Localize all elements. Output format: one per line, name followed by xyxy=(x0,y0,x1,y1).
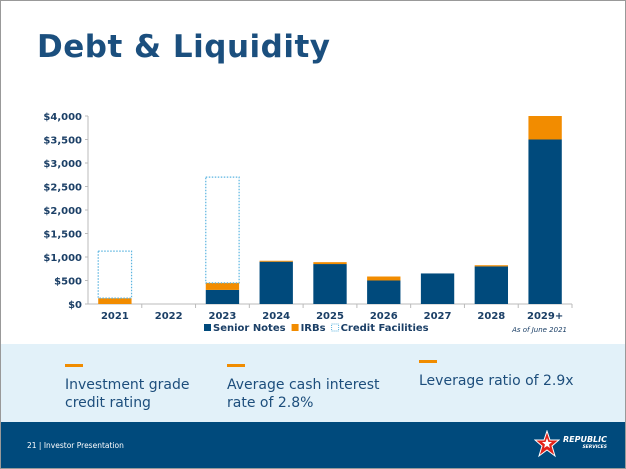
footer-page-label: 21 | Investor Presentation xyxy=(27,441,124,450)
y-tick-label: $500 xyxy=(54,277,82,288)
x-tick-label: 2021 xyxy=(101,311,129,322)
bar-senior-notes xyxy=(420,273,455,304)
bar-irbs xyxy=(528,116,562,140)
bar-senior-notes xyxy=(528,139,562,304)
logo-text: REPUBLIC xyxy=(562,435,607,444)
bar-senior-notes xyxy=(259,261,293,304)
x-tick-label: 2027 xyxy=(424,311,452,322)
page-title: Debt & Liquidity xyxy=(37,29,331,65)
highlight-leverage: Leverage ratio of 2.9x xyxy=(419,373,574,389)
highlights-band xyxy=(1,344,625,422)
bar-credit-facilities xyxy=(97,250,133,299)
x-tick-label: 2025 xyxy=(316,311,344,322)
legend-label: IRBs xyxy=(301,323,326,334)
x-tick-label: 2028 xyxy=(477,311,505,322)
accent-dash xyxy=(227,364,245,367)
accent-dash xyxy=(65,364,83,367)
x-tick-label: 2024 xyxy=(262,311,290,322)
y-tick-label: $3,000 xyxy=(43,159,82,170)
debt-maturity-chart: $0 $500 $1,000 $1,500 $2,000 $2,500 $3,000 $3,5… xyxy=(43,112,573,334)
chart-annotation: As of June 2021 xyxy=(511,326,567,334)
highlight-rating: Investment grade credit rating xyxy=(65,377,190,411)
x-tick-label: 2029+ xyxy=(527,311,563,322)
x-tick-label: 2022 xyxy=(155,311,183,322)
bar-irbs xyxy=(205,282,240,290)
bar-credit-facilities xyxy=(205,176,240,284)
footer: 21 | Investor Presentation REPUBLIC SERVI… xyxy=(1,422,625,468)
company-logo: REPUBLIC SERVICES xyxy=(533,430,607,458)
legend-swatch xyxy=(204,324,211,331)
legend-swatch xyxy=(291,324,299,331)
bar-senior-notes xyxy=(474,266,509,304)
y-tick-label: $3,500 xyxy=(43,136,82,147)
x-tick-label: 2023 xyxy=(209,311,237,322)
legend-label: Senior Notes xyxy=(213,323,286,334)
y-tick-label: $2,500 xyxy=(43,183,82,194)
bar-senior-notes xyxy=(313,264,347,304)
y-tick-label: $1,500 xyxy=(43,230,82,241)
y-tick-label: $1,000 xyxy=(43,253,82,264)
logo-subtext: SERVICES xyxy=(582,445,607,450)
legend-swatch xyxy=(331,323,340,332)
y-tick-label: $0 xyxy=(68,300,82,311)
bar-senior-notes xyxy=(205,289,240,304)
x-tick-label: 2026 xyxy=(370,311,398,322)
y-tick-label: $2,000 xyxy=(43,206,82,217)
bar-senior-notes xyxy=(367,280,401,304)
bar-irbs xyxy=(98,298,132,304)
star-logo-icon xyxy=(533,430,560,458)
y-tick-label: $4,000 xyxy=(43,112,82,123)
bar-irbs xyxy=(259,260,293,262)
bar-irbs xyxy=(474,265,509,267)
highlight-interest: Average cash interest rate of 2.8% xyxy=(227,377,380,411)
legend-label: Credit Facilities xyxy=(341,323,429,334)
bar-irbs xyxy=(313,262,347,265)
accent-dash xyxy=(419,360,437,363)
bar-irbs xyxy=(367,276,401,281)
